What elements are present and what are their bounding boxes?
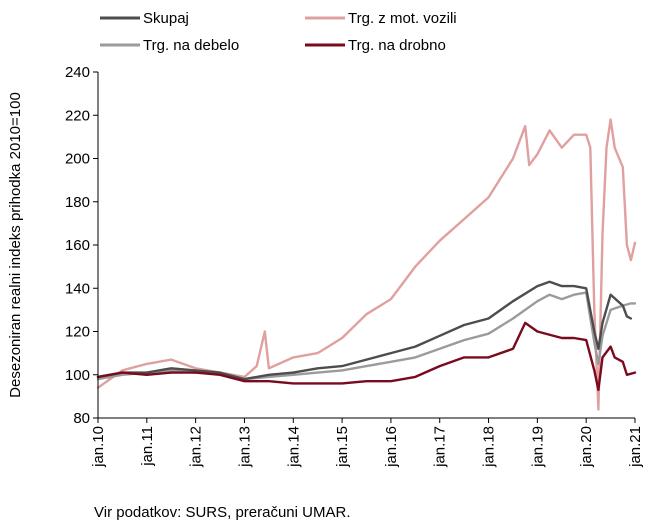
y-tick-label: 220 [65, 107, 90, 124]
x-tick-label: jan.19 [529, 426, 546, 468]
y-tick-label: 100 [65, 367, 90, 384]
series-layer [96, 118, 637, 411]
legend-label: Trg. z mot. vozili [348, 10, 457, 27]
x-tick-label: jan.17 [432, 426, 449, 468]
x-tick-label: jan.18 [481, 426, 498, 468]
x-tick-label: jan.20 [578, 426, 595, 468]
y-tick-label: 180 [65, 194, 90, 211]
x-tick-label: jan.16 [383, 426, 400, 468]
y-tick-label: 120 [65, 324, 90, 341]
y-tick-label: 240 [65, 64, 90, 81]
y-tick-label: 80 [73, 410, 90, 427]
y-tick-label: 160 [65, 237, 90, 254]
x-tick-label: jan.11 [139, 426, 156, 467]
series-line [96, 118, 637, 411]
legend-label: Trg. na debelo [143, 37, 239, 54]
source-note: Vir podatkov: SURS, preračuni UMAR. [94, 504, 351, 521]
legend-label: Skupaj [143, 10, 189, 27]
x-tick-label: jan.13 [236, 426, 253, 468]
x-tick-label: jan.10 [90, 426, 107, 468]
y-axis-title: Desezoniran realni indeks prihodka 2010=… [7, 92, 24, 398]
axes-layer: 80 100 120 140 160 180 200 220 240 jan.10 jan.11 ja… [65, 64, 644, 468]
legend: Skupaj Trg. na debelo Trg. z mot. vozili Tr… [100, 10, 457, 54]
x-tick-label: jan.21 [627, 426, 644, 468]
y-tick-label: 200 [65, 151, 90, 168]
series-line [96, 280, 633, 381]
legend-label: Trg. na drobno [348, 37, 446, 54]
y-tick-label: 140 [65, 280, 90, 297]
x-tick-label: jan.15 [334, 426, 351, 468]
x-tick-label: jan.12 [188, 426, 205, 468]
x-tick-label: jan.14 [285, 426, 302, 468]
series-line [96, 321, 637, 392]
